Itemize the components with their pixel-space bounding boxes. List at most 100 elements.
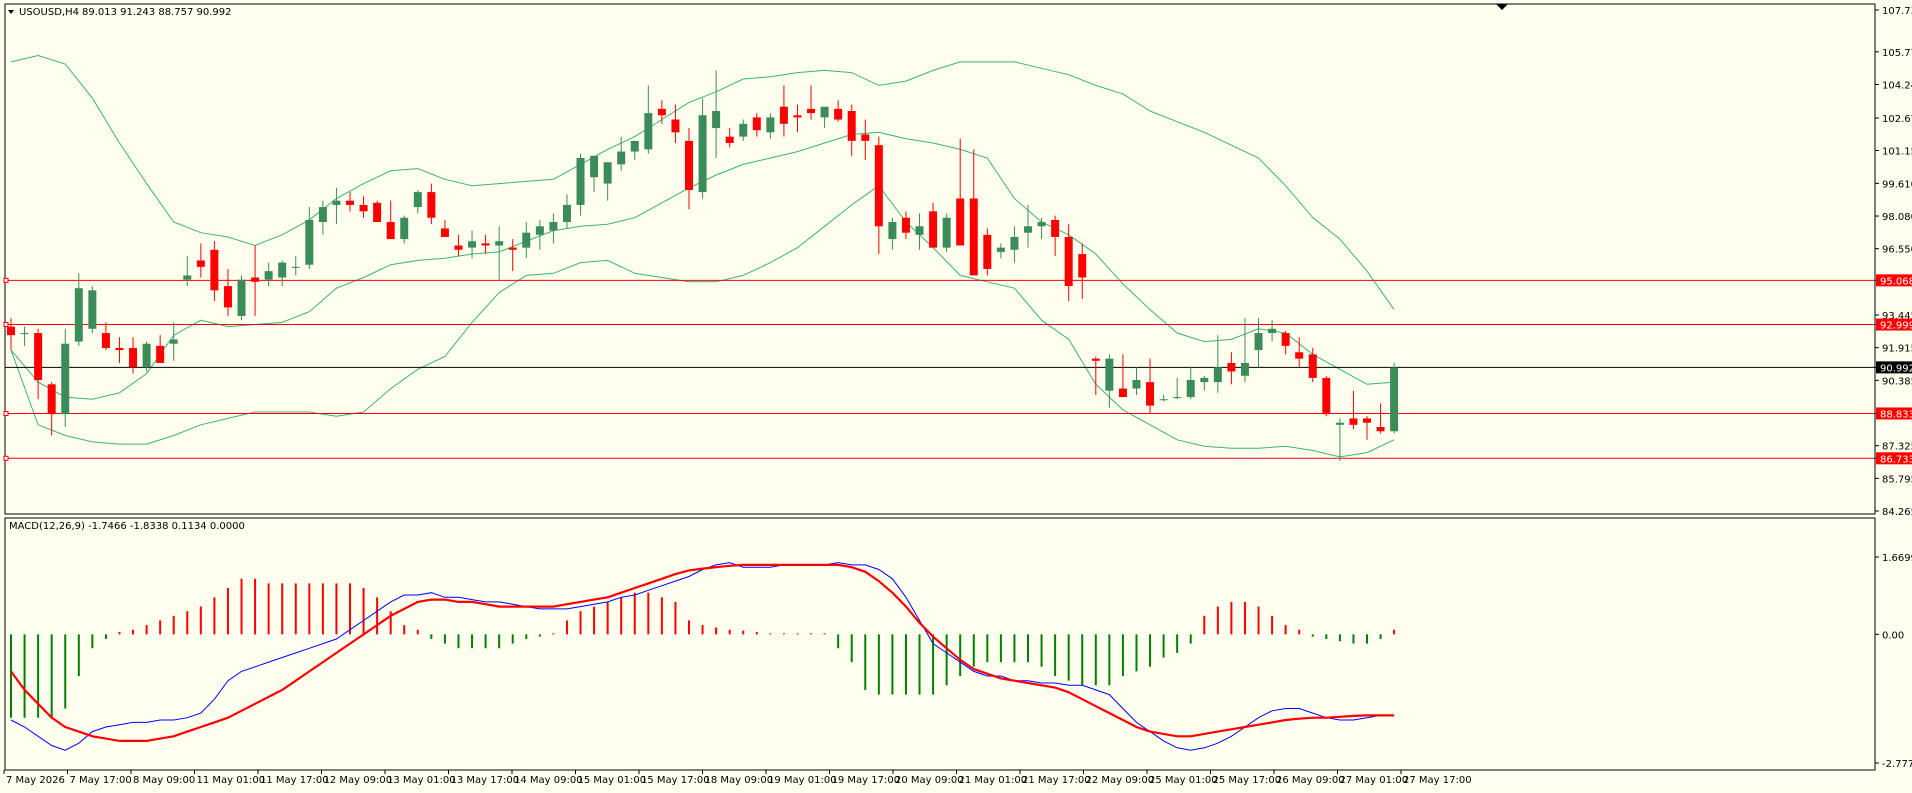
candle-body: [1308, 354, 1317, 378]
time-axis: 7 May 2026 7 May 17:00 8 May 09:00 11 May 0…: [3, 770, 1472, 786]
price-tick-label: 96.550: [1882, 245, 1912, 256]
candle-body: [576, 157, 585, 205]
time-tick-label: 14 May 09:00: [514, 775, 583, 786]
candle-body: [617, 151, 626, 165]
price-tick-label: 92.999: [1880, 321, 1912, 332]
candle-body: [698, 115, 707, 193]
macd-tick-label: 0.00: [1882, 630, 1904, 641]
price-tick-label: 88.833: [1880, 409, 1912, 420]
chart-shift-marker-icon[interactable]: [1496, 4, 1508, 10]
horizontal-line-handle-3: [3, 410, 9, 416]
candle-body: [20, 333, 29, 335]
symbol-label: USOUSD,H4: [19, 7, 79, 18]
candle-body: [305, 219, 314, 265]
candle-body: [7, 326, 15, 336]
candle-body: [346, 200, 354, 205]
macd-indicator: [10, 562, 1396, 751]
candle-body: [888, 222, 897, 240]
candle-body: [156, 345, 165, 363]
macd-label: MACD(12,26,9) -1.7466 -1.8338 0.1134 0.0…: [9, 521, 245, 532]
time-tick-label: 21 May 01:00: [959, 775, 1028, 786]
candle-body: [359, 204, 368, 212]
price-tick-label: 99.610: [1882, 179, 1912, 190]
candle-body: [318, 207, 327, 223]
candle-body: [1227, 362, 1236, 372]
price-tick-label: 86.733: [1880, 454, 1912, 465]
price-tick-label: 84.265: [1882, 507, 1912, 518]
time-tick-label: 26 May 09:00: [1276, 775, 1345, 786]
time-tick-label: 15 May 17:00: [641, 775, 710, 786]
candle-body: [983, 234, 992, 269]
candle-body: [34, 333, 43, 381]
candle-body: [1132, 380, 1141, 389]
candle-body: [915, 226, 924, 235]
candle-body: [481, 243, 490, 246]
macd-tick-label: 1.6699: [1882, 553, 1912, 564]
candle-body: [1186, 380, 1195, 398]
candle-body: [223, 286, 232, 308]
candle-body: [956, 198, 965, 246]
candle-body: [1363, 418, 1371, 423]
price-label-box: [1876, 274, 1912, 287]
candle-body: [1376, 426, 1385, 432]
time-tick-label: 20 May 09:00: [895, 775, 964, 786]
price-tick-label: 105.770: [1882, 48, 1912, 59]
macd-tick-label: -2.7772: [1882, 759, 1912, 770]
candle-body: [440, 228, 449, 237]
candle-body: [264, 271, 273, 280]
candle-body: [1254, 333, 1263, 351]
price-tick-label: 102.670: [1882, 114, 1912, 125]
candle-body: [1024, 226, 1032, 233]
candle-body: [129, 347, 138, 368]
candle-body: [101, 333, 110, 348]
price-tick-label: 104.240: [1882, 81, 1912, 92]
candle-body: [169, 339, 178, 344]
candle-body: [196, 260, 205, 267]
candle-body: [807, 108, 816, 114]
candle-body: [1051, 219, 1060, 237]
symbol-menu-triangle-icon[interactable]: [8, 10, 14, 14]
candle-body: [1200, 377, 1209, 383]
candle-body: [373, 202, 382, 223]
candle-body: [386, 222, 395, 240]
candle-body: [712, 110, 721, 129]
price-label-box: [1876, 361, 1912, 374]
candle-body: [779, 106, 788, 124]
candle-body: [1091, 358, 1100, 361]
candle-body: [74, 288, 83, 342]
candle-body: [468, 241, 477, 248]
candle-body: [522, 232, 531, 248]
price-tick-label: 107.730: [1882, 6, 1912, 17]
signal-line: [10, 563, 1395, 743]
candle-body: [549, 222, 558, 231]
horizontal-line-handle-4: [3, 455, 9, 461]
candle-body: [1146, 382, 1155, 406]
time-tick-label: 22 May 09:00: [1086, 775, 1155, 786]
time-tick-label: 15 May 01:00: [578, 775, 647, 786]
candle-body: [671, 119, 680, 133]
candle-body: [1295, 352, 1304, 359]
price-label-box: [1876, 318, 1912, 331]
time-tick-label: 21 May 17:00: [1022, 775, 1091, 786]
ohlc-values: 89.013 91.243 88.757 90.992: [82, 7, 232, 18]
candle-body: [1159, 399, 1168, 401]
time-tick-label: 7 May 17:00: [70, 775, 132, 786]
candle-body: [590, 155, 599, 178]
horizontal-line-handle-2: [3, 322, 9, 328]
candle-body: [793, 115, 802, 118]
candle-body: [142, 343, 151, 368]
candle-body: [535, 226, 544, 235]
candle-body: [929, 211, 938, 248]
candle-body: [562, 204, 571, 223]
macd-pane-frame: [4, 517, 1876, 771]
candle-body: [413, 192, 422, 208]
horizontal-lines[interactable]: [3, 277, 1875, 461]
candle-body: [630, 140, 639, 152]
candle-body: [332, 200, 341, 205]
candle-body: [725, 136, 734, 144]
candle-body: [834, 108, 843, 120]
price-label-box: [1876, 407, 1912, 420]
time-tick-label: 13 May 01:00: [387, 775, 456, 786]
candle-body: [210, 249, 219, 291]
